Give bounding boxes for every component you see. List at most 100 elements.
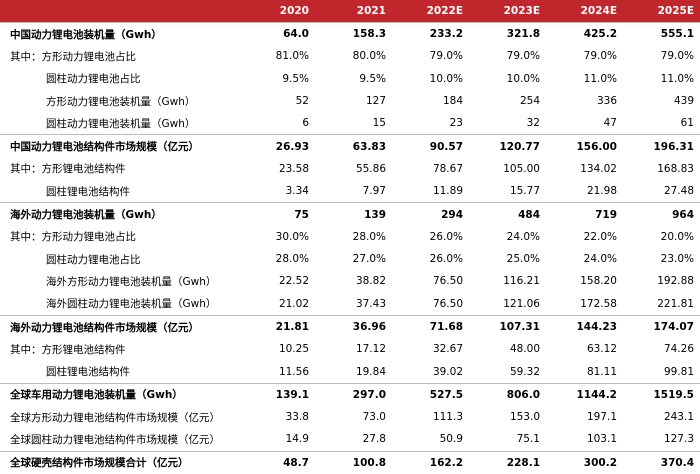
cell: 103.1 xyxy=(586,433,617,446)
cell: 28.0% xyxy=(352,230,386,243)
row-label: 其中：方形锂电池结构件 xyxy=(10,343,126,356)
cell: 32.67 xyxy=(432,343,463,356)
table-row: 圆柱锂电池结构件 11.56 19.84 39.02 59.32 81.11 99.81 xyxy=(0,360,700,383)
cell: 10.0% xyxy=(506,72,540,85)
row-label: 中国动力锂电池结构件市场规模（亿元） xyxy=(0,134,238,158)
row-label: 海外动力锂电池结构件市场规模（亿元） xyxy=(0,314,238,339)
cell: 64.0 xyxy=(238,22,315,46)
cell: 23 xyxy=(449,117,463,130)
cell: 139 xyxy=(315,202,392,226)
cell: 254 xyxy=(519,95,540,108)
cell: 79.0% xyxy=(660,50,694,63)
table-row: 圆柱动力锂电池装机量（Gwh） 6 15 23 32 47 61 xyxy=(0,112,700,135)
cell: 71.68 xyxy=(392,314,469,339)
column-header: 2021 xyxy=(315,0,392,23)
cell: 233.2 xyxy=(392,22,469,46)
cell: 32 xyxy=(526,117,540,130)
cell: 76.50 xyxy=(432,275,463,288)
cell: 116.21 xyxy=(503,275,540,288)
row-label: 其中：方形动力锂电池占比 xyxy=(10,231,136,244)
cell: 370.4 xyxy=(623,450,700,474)
cell: 120.77 xyxy=(469,134,546,158)
table-row: 方形动力锂电池装机量（Gwh） 52 127 184 254 336 439 xyxy=(0,90,700,112)
cell: 158.20 xyxy=(580,275,617,288)
row-label: 全球圆柱动力锂电池结构件市场规模（亿元） xyxy=(10,433,220,446)
cell: 719 xyxy=(546,202,623,226)
cell: 121.06 xyxy=(503,297,540,310)
cell: 59.32 xyxy=(509,365,540,378)
cell: 184 xyxy=(442,95,463,108)
cell: 11.56 xyxy=(278,365,309,378)
cell: 10.0% xyxy=(429,72,463,85)
row-label: 中国动力锂电池装机量（Gwh） xyxy=(0,22,238,46)
cell: 11.89 xyxy=(432,185,463,198)
cell: 99.81 xyxy=(663,365,694,378)
cell: 22.0% xyxy=(583,230,617,243)
cell: 336 xyxy=(596,95,617,108)
cell: 22.52 xyxy=(278,275,309,288)
cell: 15.77 xyxy=(509,185,540,198)
row-label: 圆柱动力锂电池占比 xyxy=(46,253,141,266)
cell: 63.12 xyxy=(586,343,617,356)
table-row: 圆柱动力锂电池占比 9.5% 9.5% 10.0% 10.0% 11.0% 11.0% xyxy=(0,68,700,90)
table-row: 全球方形动力锂电池结构件市场规模（亿元） 33.8 73.0 111.3 153.0 19… xyxy=(0,406,700,428)
cell: 425.2 xyxy=(546,22,623,46)
cell: 21.81 xyxy=(238,314,315,339)
table-row: 全球圆柱动力锂电池结构件市场规模（亿元） 14.9 27.8 50.9 75.1 103.… xyxy=(0,428,700,451)
column-header: 2020 xyxy=(238,0,315,23)
column-header: 2025E xyxy=(623,0,700,23)
row-label: 圆柱动力锂电池占比 xyxy=(46,73,141,86)
header-blank xyxy=(0,0,238,23)
cell: 79.0% xyxy=(506,50,540,63)
table-row: 全球硬壳结构件市场规模合计（亿元） 48.7 100.8 162.2 228.1 300.… xyxy=(0,450,700,474)
cell: 37.43 xyxy=(355,297,386,310)
cell: 139.1 xyxy=(238,382,315,407)
cell: 38.82 xyxy=(355,275,386,288)
cell: 3.34 xyxy=(285,185,309,198)
cell: 100.8 xyxy=(315,450,392,474)
cell: 79.0% xyxy=(583,50,617,63)
cell: 192.88 xyxy=(657,275,694,288)
cell: 50.9 xyxy=(439,433,463,446)
table-row: 海外动力锂电池装机量（Gwh） 75 139 294 484 719 964 xyxy=(0,202,700,226)
cell: 127 xyxy=(365,95,386,108)
table-row: 其中：方形锂电池结构件 10.25 17.12 32.67 48.00 63.12 74.2… xyxy=(0,338,700,360)
cell: 300.2 xyxy=(546,450,623,474)
table-row: 圆柱动力锂电池占比 28.0% 27.0% 26.0% 25.0% 24.0% 23.0% xyxy=(0,248,700,270)
row-label: 方形动力锂电池装机量（Gwh） xyxy=(46,95,196,108)
table-row: 海外圆柱动力锂电池装机量（Gwh） 21.02 37.43 76.50 121.06 17… xyxy=(0,293,700,316)
cell: 297.0 xyxy=(315,382,392,407)
cell: 484 xyxy=(469,202,546,226)
cell: 47 xyxy=(603,117,617,130)
table-row: 中国动力锂电池结构件市场规模（亿元） 26.93 63.83 90.57 120.77 1… xyxy=(0,134,700,158)
cell: 25.0% xyxy=(506,253,540,266)
cell: 228.1 xyxy=(469,450,546,474)
cell: 78.67 xyxy=(432,162,463,175)
cell: 26.0% xyxy=(429,253,463,266)
table-row: 海外方形动力锂电池装机量（Gwh） 22.52 38.82 76.50 116.21 15… xyxy=(0,270,700,292)
table-row: 其中：方形锂电池结构件 23.58 55.86 78.67 105.00 134.02 16… xyxy=(0,158,700,180)
table-row: 圆柱锂电池结构件 3.34 7.97 11.89 15.77 21.98 27.48 xyxy=(0,180,700,203)
cell: 48.7 xyxy=(238,450,315,474)
row-label: 海外动力锂电池装机量（Gwh） xyxy=(0,202,238,226)
cell: 144.23 xyxy=(546,314,623,339)
cell: 21.98 xyxy=(586,185,617,198)
cell: 81.0% xyxy=(275,50,309,63)
cell: 39.02 xyxy=(432,365,463,378)
cell: 127.3 xyxy=(663,433,694,446)
cell: 55.86 xyxy=(355,162,386,175)
row-label: 海外圆柱动力锂电池装机量（Gwh） xyxy=(46,298,217,311)
cell: 9.5% xyxy=(282,72,309,85)
table-header: 2020 2021 2022E 2023E 2024E 2025E xyxy=(0,0,700,23)
cell: 105.00 xyxy=(503,162,540,175)
cell: 90.57 xyxy=(392,134,469,158)
row-label: 全球硬壳结构件市场规模合计（亿元） xyxy=(0,450,238,474)
cell: 6 xyxy=(302,117,309,130)
cell: 75.1 xyxy=(516,433,540,446)
cell: 15 xyxy=(372,117,386,130)
cell: 48.00 xyxy=(509,343,540,356)
cell: 80.0% xyxy=(352,50,386,63)
cell: 23.58 xyxy=(278,162,309,175)
cell: 294 xyxy=(392,202,469,226)
table-row: 海外动力锂电池结构件市场规模（亿元） 21.81 36.96 71.68 107.31 1… xyxy=(0,314,700,339)
